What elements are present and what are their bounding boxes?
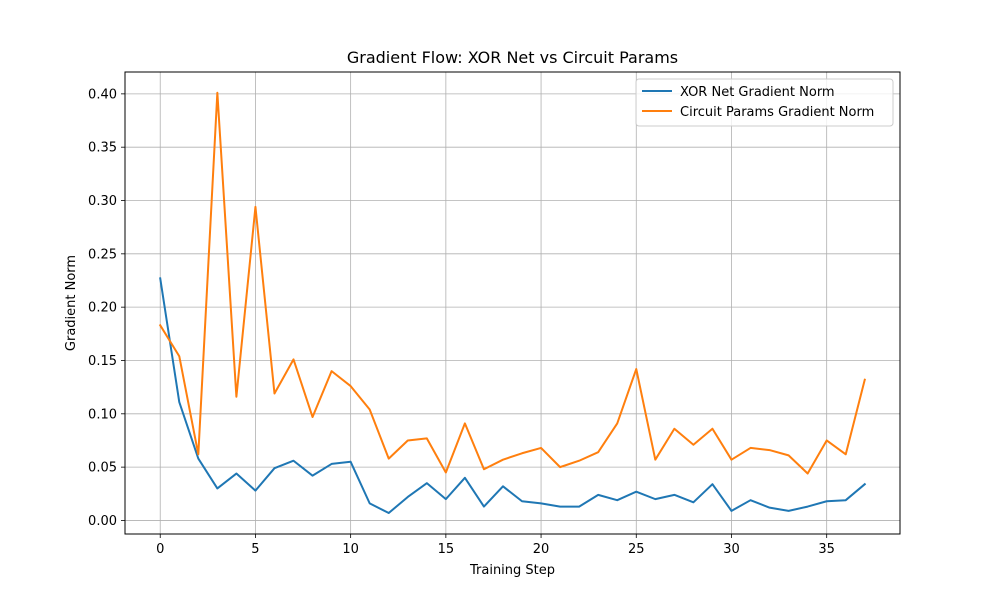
y-axis-label: Gradient Norm [64, 255, 79, 351]
chart-title: Gradient Flow: XOR Net vs Circuit Params [347, 48, 678, 67]
x-tick-label: 10 [342, 542, 359, 557]
plot-frame [124, 71, 901, 535]
y-tick-label: 0.25 [88, 247, 117, 262]
y-tick-label: 0.10 [88, 407, 117, 422]
x-tick-label: 20 [533, 542, 550, 557]
grid [125, 72, 900, 534]
x-tick-label: 25 [628, 542, 645, 557]
legend-label-xor-net: XOR Net Gradient Norm [680, 85, 835, 100]
x-tick-label: 0 [156, 542, 164, 557]
x-tick-label: 15 [438, 542, 455, 557]
legend-label-circuit-params: Circuit Params Gradient Norm [680, 105, 874, 120]
y-tick-label: 0.05 [88, 461, 117, 476]
circuit-params-gradient-norm-line [158, 91, 866, 475]
xor-net-gradient-norm-line [159, 277, 867, 514]
y-tick-label: 0.30 [88, 194, 117, 209]
x-tick-label: 30 [723, 542, 740, 557]
y-tick-label: 0.15 [88, 354, 117, 369]
x-tick-label: 35 [818, 542, 835, 557]
y-axis-ticks: 0.00 0.05 0.10 0.15 0.20 0.25 0.30 0.35 0.40 [88, 87, 125, 529]
y-tick-label: 0.35 [88, 141, 117, 156]
series-lines [158, 91, 867, 514]
x-axis-ticks: 0 5 10 15 20 25 30 35 [156, 534, 835, 557]
y-tick-label: 0.20 [88, 301, 117, 316]
y-tick-label: 0.00 [88, 514, 117, 529]
legend-box [635, 78, 894, 127]
y-tick-label: 0.40 [88, 87, 117, 102]
x-axis-label: Training Step [469, 563, 555, 578]
x-tick-label: 5 [251, 542, 259, 557]
legend: XOR Net Gradient Norm Circuit Params Gra… [635, 78, 894, 127]
